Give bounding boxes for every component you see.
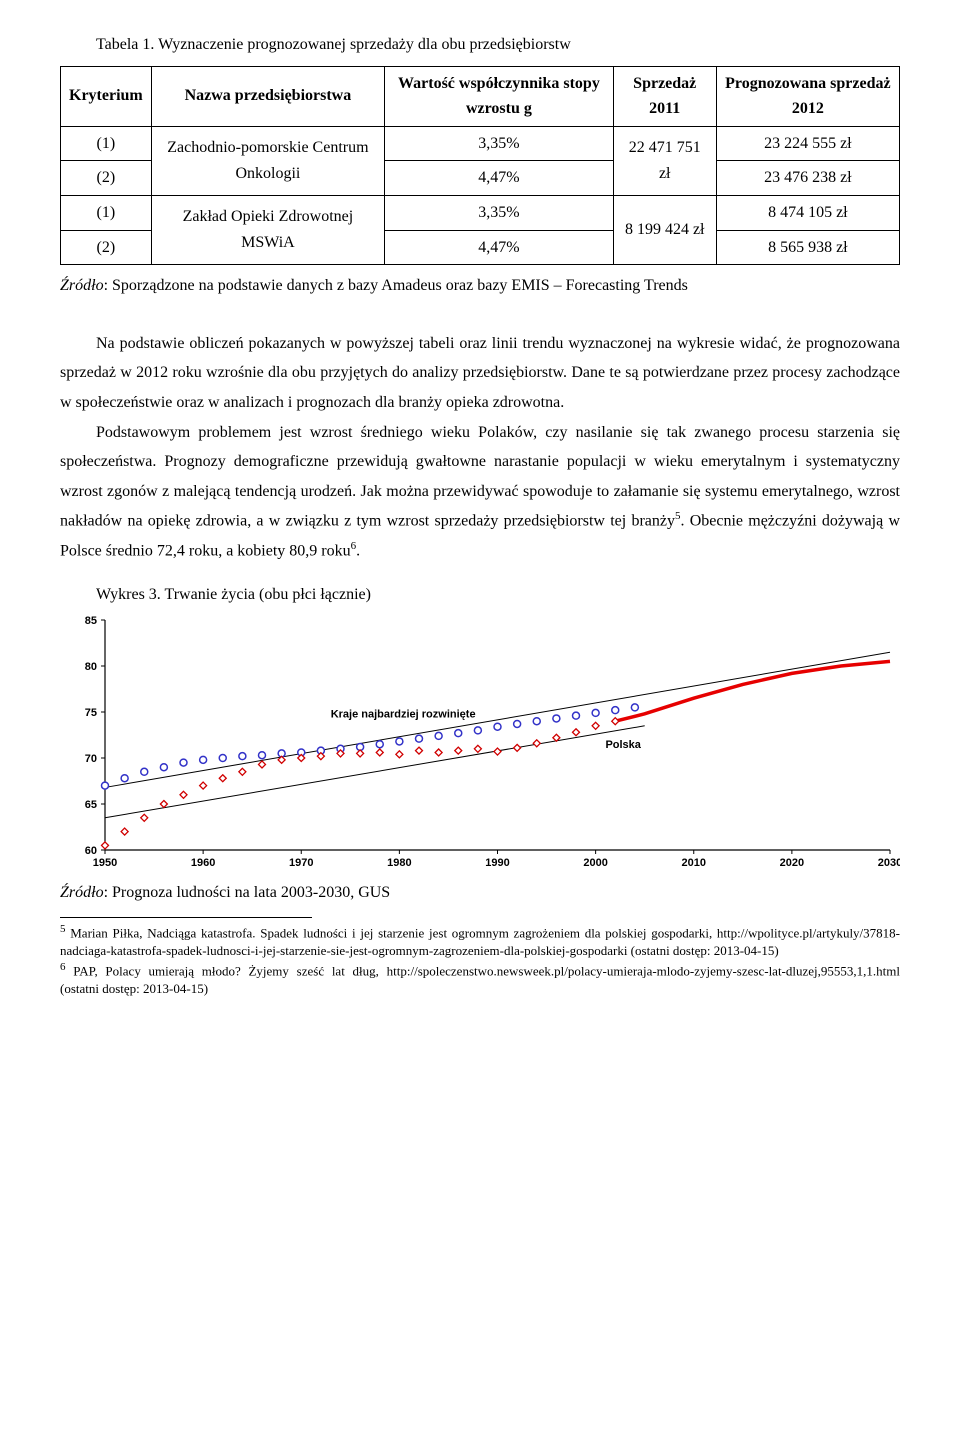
cell-g4: 4,47%	[385, 230, 614, 265]
para-2c: .	[356, 543, 360, 560]
table-caption: Tabela 1. Wyznaczenie prognozowanej sprz…	[60, 30, 900, 60]
cell-p4: 8 565 938 zł	[716, 230, 899, 265]
col-prognoza12: Prognozowana sprzedaż 2012	[716, 66, 899, 126]
footnote-6-text: PAP, Polacy umierają młodo? Żyjemy sześć…	[60, 963, 900, 996]
col-g: Wartość współczynnika stopy wzrostu g	[385, 66, 614, 126]
chart-source-label: Źródło	[60, 884, 104, 901]
cell-k4: (2)	[61, 230, 152, 265]
svg-text:2030: 2030	[878, 857, 900, 869]
cell-s1: 22 471 751 zł	[613, 126, 716, 195]
cell-g1: 3,35%	[385, 126, 614, 161]
svg-text:2010: 2010	[682, 857, 706, 869]
chart-source-text: : Prognoza ludności na lata 2003-2030, G…	[104, 884, 391, 901]
cell-firm2: Zakład Opieki Zdrowotnej MSWiA	[151, 195, 384, 264]
footnote-5-text: Marian Piłka, Nadciąga katastrofa. Spade…	[60, 926, 900, 959]
cell-g2: 4,47%	[385, 161, 614, 196]
svg-text:Polska: Polska	[605, 739, 641, 751]
col-sprzedaz11: Sprzedaż 2011	[613, 66, 716, 126]
col-firma: Nazwa przedsiębiorstwa	[151, 66, 384, 126]
cell-p1: 23 224 555 zł	[716, 126, 899, 161]
para-2: Podstawowym problemem jest wzrost średni…	[60, 418, 900, 567]
svg-text:1980: 1980	[387, 857, 411, 869]
svg-text:80: 80	[85, 661, 97, 673]
svg-text:60: 60	[85, 845, 97, 857]
footnote-5: 5 Marian Piłka, Nadciąga katastrofa. Spa…	[60, 922, 900, 959]
forecast-table: Kryterium Nazwa przedsiębiorstwa Wartość…	[60, 66, 900, 266]
chart-source: Źródło: Prognoza ludności na lata 2003-2…	[60, 878, 900, 908]
life-expectancy-chart: 60 65 70 75 80 85 1950 1960 1970 1980 1990 2000 2010…	[60, 612, 900, 872]
cell-k3: (1)	[61, 195, 152, 230]
table-source: Źródło: Sporządzone na podstawie danych …	[60, 271, 900, 301]
svg-text:65: 65	[85, 799, 97, 811]
cell-p3: 8 474 105 zł	[716, 195, 899, 230]
chart-caption: Wykres 3. Trwanie życia (obu płci łączni…	[60, 580, 900, 610]
cell-firm1: Zachodnio-pomorskie Centrum Onkologii	[151, 126, 384, 195]
svg-text:Kraje najbardziej rozwinięte: Kraje najbardziej rozwinięte	[331, 708, 476, 720]
para-1: Na podstawie obliczeń pokazanych w powyż…	[60, 329, 900, 418]
table-source-text: : Sporządzone na podstawie danych z bazy…	[104, 277, 688, 294]
cell-k2: (2)	[61, 161, 152, 196]
cell-g3: 3,35%	[385, 195, 614, 230]
svg-text:1990: 1990	[485, 857, 509, 869]
svg-text:75: 75	[85, 707, 97, 719]
svg-text:2000: 2000	[583, 857, 607, 869]
footnote-6: 6 PAP, Polacy umierają młodo? Żyjemy sze…	[60, 960, 900, 997]
svg-text:85: 85	[85, 615, 97, 627]
svg-text:1950: 1950	[93, 857, 117, 869]
cell-p2: 23 476 238 zł	[716, 161, 899, 196]
cell-s2: 8 199 424 zł	[613, 195, 716, 264]
cell-k1: (1)	[61, 126, 152, 161]
svg-text:2020: 2020	[780, 857, 804, 869]
table-source-label: Źródło	[60, 277, 104, 294]
footnotes: 5 Marian Piłka, Nadciąga katastrofa. Spa…	[60, 922, 900, 997]
col-kryterium: Kryterium	[61, 66, 152, 126]
svg-text:70: 70	[85, 753, 97, 765]
svg-text:1970: 1970	[289, 857, 313, 869]
svg-text:1960: 1960	[191, 857, 215, 869]
